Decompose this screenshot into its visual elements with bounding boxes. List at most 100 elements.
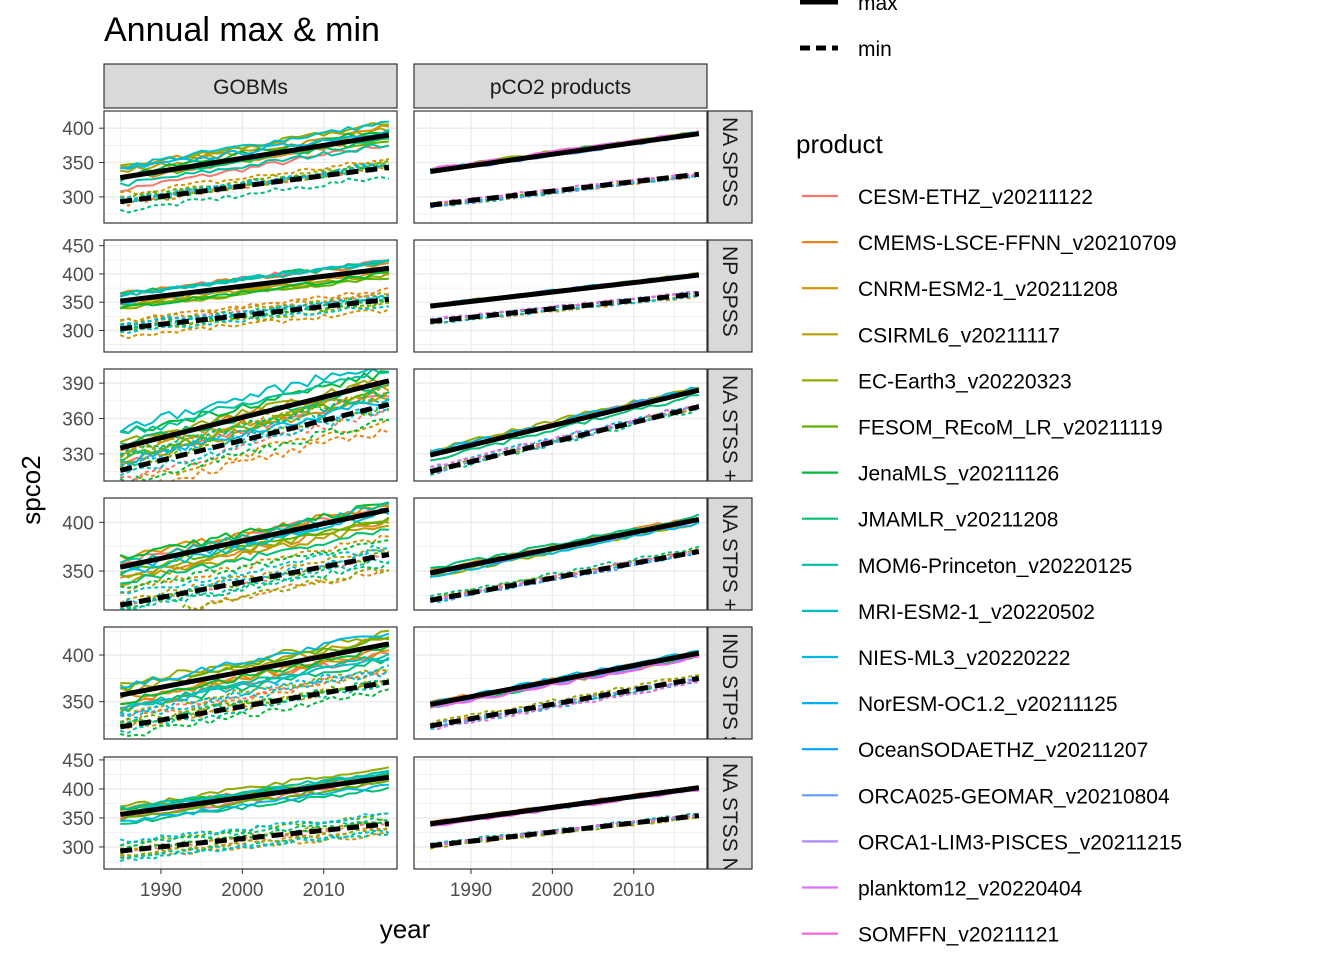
product-max-line (120, 260, 389, 298)
product-max-line (120, 369, 389, 435)
mean-max-line (429, 131, 700, 174)
mean-min-line (119, 164, 390, 205)
product-min-line (158, 428, 390, 481)
product-min-line (119, 812, 389, 847)
product-min-line (120, 409, 390, 481)
color-legend: CESM-ETHZ_v20211122 CMEMS-LSCE-FFNN_v2021… (802, 186, 1182, 947)
mean-max-line (429, 516, 700, 576)
mean-min-line (429, 813, 700, 849)
product-max-line (120, 516, 390, 574)
panels-group (103, 110, 708, 870)
product-min-line (430, 680, 700, 730)
y-tick-label: 300 (62, 322, 94, 343)
y-tick-label: 350 (62, 293, 94, 314)
panel-plot-area (414, 369, 707, 481)
y-tick-label: 400 (62, 513, 94, 534)
panel-plot-area (414, 757, 707, 869)
legend-color-label: CMEMS-LSCE-FFNN_v20210709 (858, 232, 1177, 255)
y-tick-label: 400 (62, 119, 94, 140)
y-tick-label: 390 (62, 374, 94, 395)
product-min-line (119, 390, 390, 457)
row-strip-label: NA STPS + SP STPS (718, 504, 741, 705)
mean-max-line (119, 774, 390, 817)
legend-label-min: min (858, 38, 892, 61)
row-strip (707, 626, 753, 740)
product-min-line (429, 404, 700, 469)
y-tick-label: 360 (62, 410, 94, 431)
y-tick-label: 400 (62, 646, 94, 667)
product-min-line (120, 812, 389, 843)
panel-border (413, 626, 708, 740)
panel-plot-area (414, 240, 707, 352)
x-tick-label: 1990 (140, 880, 182, 901)
y-tick-label: 300 (62, 838, 94, 859)
legend-color-label: ORCA025-GEOMAR_v20210804 (858, 785, 1170, 808)
product-max-line (119, 501, 390, 560)
legend-color-label: JenaMLS_v20211126 (858, 463, 1059, 486)
mean-min-line (429, 404, 700, 474)
panel-border (103, 239, 398, 353)
y-axis-title: spco2 (16, 455, 46, 524)
panel-plot-area (104, 498, 397, 610)
panel-plot-area (414, 111, 707, 223)
product-max-line (120, 783, 389, 823)
row-strip (707, 239, 753, 353)
product-min-line (119, 418, 389, 481)
product-min-line (120, 667, 390, 713)
mean-min-line (429, 675, 700, 729)
y-tick-label: 300 (62, 188, 94, 209)
column-strip (103, 63, 398, 109)
product-max-line (430, 386, 699, 453)
product-max-line (120, 128, 390, 170)
product-min-line (120, 175, 390, 214)
column-strip-label: pCO2 products (490, 76, 631, 99)
product-min-line (120, 544, 390, 595)
mean-min-line (429, 171, 700, 208)
product-min-line (120, 558, 390, 610)
product-min-line (136, 418, 390, 481)
row-strip (707, 368, 753, 482)
legend-color-label: MOM6-Princeton_v20220125 (858, 555, 1132, 578)
row-strip-label: NA STSS + SP STSS (718, 375, 741, 576)
product-min-line (430, 678, 699, 726)
row-strip (707, 497, 753, 611)
panel-border (103, 626, 398, 740)
x-tick-label: 2010 (303, 880, 345, 901)
product-min-line (120, 826, 390, 857)
legend-color-label: CSIRML6_v20211117 (858, 324, 1060, 347)
mean-max-line (429, 387, 700, 458)
legend-color-label: ORCA1-LIM3-PISCES_v20211215 (858, 831, 1182, 854)
product-min-line (119, 821, 389, 851)
panel-border (413, 110, 708, 224)
product-min-line (120, 560, 390, 610)
x-tick-label: 2000 (221, 880, 263, 901)
panel-plot-area (104, 240, 397, 352)
product-min-line (119, 308, 390, 340)
product-min-line (120, 539, 390, 589)
product-min-line (430, 551, 700, 604)
product-min-line (120, 831, 389, 860)
legend-color-label: JMAMLR_v20211208 (858, 509, 1058, 532)
product-max-line (120, 632, 390, 689)
panel-border (413, 239, 708, 353)
mean-min-line (119, 552, 390, 608)
product-min-line (120, 294, 389, 328)
product-min-line (119, 407, 390, 477)
product-min-line (166, 567, 390, 610)
product-max-line (120, 645, 390, 706)
product-min-line (120, 398, 390, 457)
product-max-line (430, 656, 699, 709)
legend-label-max: max (858, 0, 898, 15)
product-min-line (120, 286, 390, 323)
panel-border (413, 497, 708, 611)
axes-group: 300 350 400 300 350 400 450 330 360 390 350 400 350 4… (62, 119, 655, 901)
y-tick-label: 350 (62, 809, 94, 830)
legend-color-label: CNRM-ESM2-1_v20211208 (858, 278, 1118, 301)
row-strip-label: NP SPSS (718, 246, 741, 337)
y-tick-label: 400 (62, 265, 94, 286)
legend-color-label: MRI-ESM2-1_v20220502 (858, 601, 1095, 624)
mean-min-line (430, 291, 700, 324)
product-max-line (120, 120, 389, 170)
product-max-line (430, 521, 700, 578)
